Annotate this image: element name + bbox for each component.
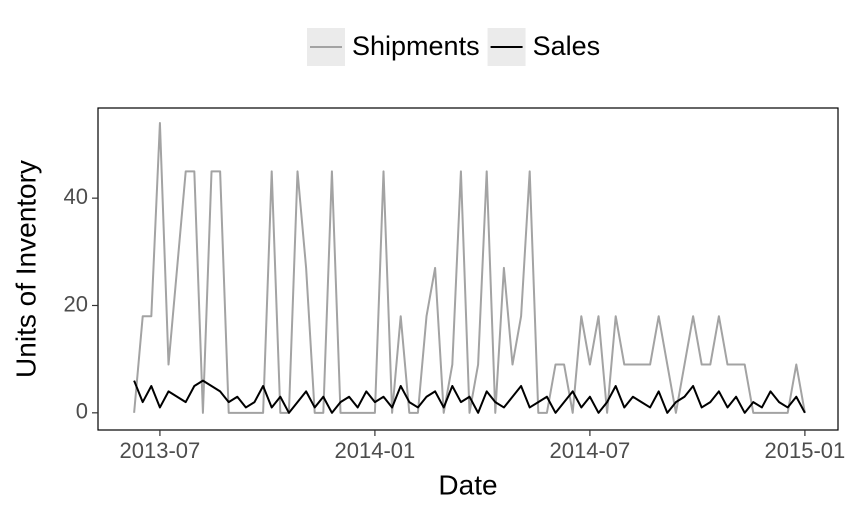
plot-area	[133, 122, 806, 414]
y-tick-label: 40	[64, 184, 88, 209]
plot-border	[97, 107, 839, 431]
x-tick-label: 2015-01	[765, 438, 846, 463]
x-tick-label: 2014-07	[550, 438, 631, 463]
legend-label: Sales	[533, 31, 601, 61]
x-axis-title: Date	[438, 469, 497, 500]
y-tick-label: 0	[76, 399, 88, 424]
x-tick-label: 2014-01	[335, 438, 416, 463]
x-tick-label: 2013-07	[120, 438, 201, 463]
y-tick-label: 20	[64, 291, 88, 316]
series-line	[133, 122, 806, 414]
legend-label: Shipments	[352, 31, 480, 61]
series-line	[133, 379, 806, 414]
legend: Shipments Sales	[307, 28, 600, 66]
y-axis-title: Units of Inventory	[10, 160, 41, 378]
